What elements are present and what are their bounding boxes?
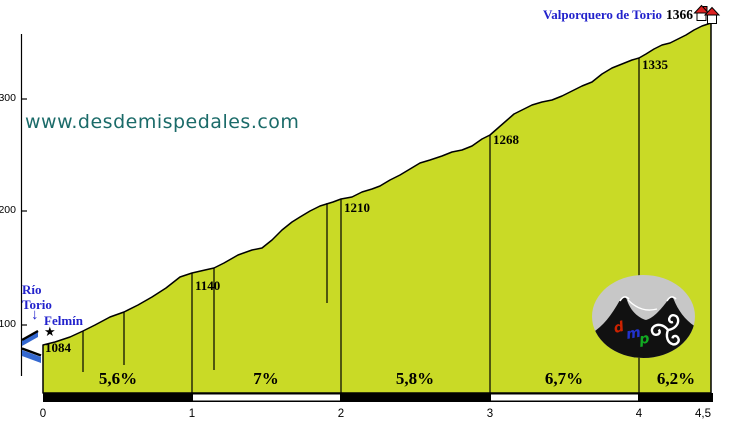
house-roof-left [693, 4, 710, 14]
summit-name-label: Valporquero de Torio [543, 7, 662, 22]
x-axis-label-2: 2 [337, 408, 345, 420]
snow-curl-left [619, 296, 630, 302]
house-roof-right [703, 6, 721, 16]
ridge-line [627, 299, 658, 311]
km-bar-base [43, 393, 713, 402]
intermediate-lines [82, 203, 328, 372]
elevation-label-km3: 1268 [493, 132, 519, 147]
river-name-line2: Torio [22, 297, 52, 312]
summit-elevation-label: 1366 [666, 7, 693, 22]
gradient-label-seg3: 5,8% [395, 369, 435, 388]
gradient-label-seg1: 5,6% [98, 369, 138, 388]
logo-letter-m: m [625, 325, 642, 343]
logo-letter-p: p [637, 331, 650, 348]
house-body-right [707, 14, 717, 24]
elevation-area [42, 22, 712, 394]
village-felmin-label: Felmín [44, 313, 83, 328]
elevation-label-km0: 1084 [45, 340, 71, 355]
gradient-label-seg4: 6,7% [544, 369, 584, 388]
km-bar-white-3-4 [491, 394, 638, 401]
snow-curl-right [666, 296, 677, 302]
elevation-label-km2: 1210 [344, 200, 370, 215]
triskelion-icon [650, 314, 680, 346]
elevation-label-km4: 1335 [642, 57, 668, 72]
village-icon [693, 4, 721, 24]
house-body-left [696, 12, 707, 21]
star-icon: ★ [44, 324, 56, 339]
x-axis-label-4-5: 4,5 [695, 408, 711, 420]
y-axis [20, 34, 27, 376]
bridge-icon [21, 329, 42, 363]
x-axis-label-1: 1 [188, 408, 196, 420]
km-bar [43, 393, 713, 402]
x-axis-label-3: 3 [486, 408, 494, 420]
elevation-label-km1: 1140 [195, 278, 221, 293]
x-axis-label-0: 0 [39, 408, 47, 420]
down-arrow-icon: ↓ [31, 307, 39, 323]
gradient-label-seg5: 6,2% [656, 369, 696, 388]
gradient-label-seg2: 7% [253, 369, 279, 388]
watermark-text: www.desdemispedales.com [25, 111, 300, 133]
y-axis-label-300: 300 [0, 92, 16, 104]
y-axis-label-100: 100 [0, 318, 16, 330]
x-axis-label-4: 4 [635, 408, 643, 420]
y-axis-label-200: 200 [0, 204, 16, 216]
km-bar-white-1-2 [193, 394, 340, 401]
river-name-line1: Río [22, 282, 42, 297]
